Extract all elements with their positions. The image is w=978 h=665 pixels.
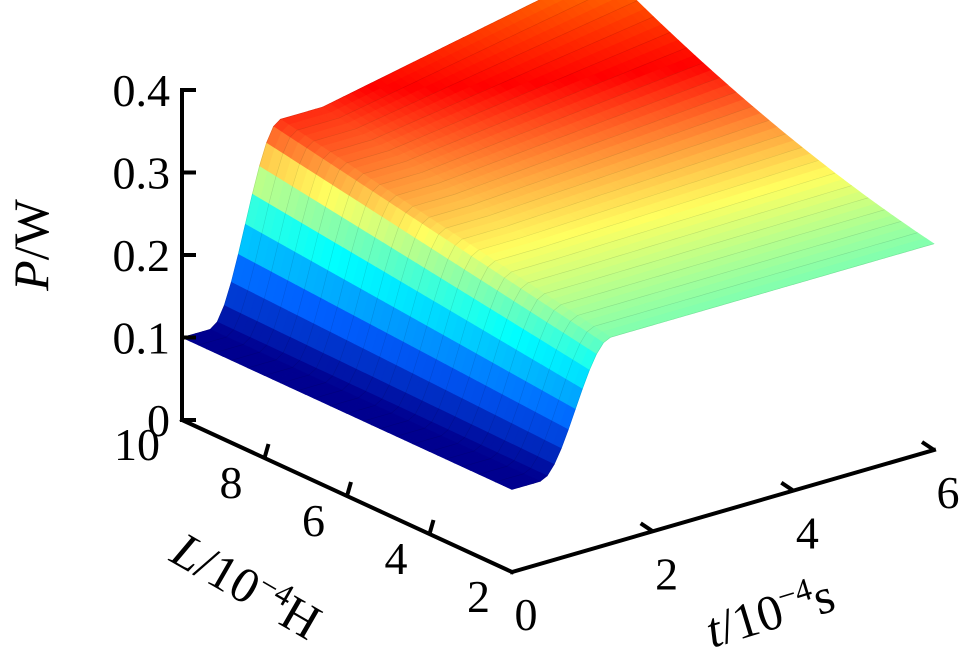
t-tick bbox=[639, 521, 654, 533]
surface-mesh-line bbox=[412, 172, 836, 445]
surface-mesh-line bbox=[462, 209, 885, 467]
surface-mesh-line bbox=[181, 0, 540, 338]
surface-mesh-line bbox=[313, 91, 737, 399]
surface-mesh bbox=[181, 0, 935, 490]
t-tick-label: 4 bbox=[796, 508, 819, 559]
x-axis-title: t/10−4s bbox=[698, 565, 841, 659]
surface-mesh-line bbox=[247, 32, 671, 369]
z-tick-label: 0.4 bbox=[113, 65, 171, 116]
z-tick-label: 0.1 bbox=[113, 313, 171, 364]
L-tick-label: 10 bbox=[114, 419, 160, 470]
t-tick bbox=[780, 481, 795, 493]
L-tick bbox=[427, 519, 436, 535]
surface-mesh-line bbox=[198, 0, 589, 346]
t-axis-line bbox=[509, 447, 937, 575]
surface-patch bbox=[502, 483, 520, 490]
L-tick-label: 6 bbox=[302, 495, 325, 546]
surface-mesh-line bbox=[429, 185, 852, 452]
L-tick-label: 8 bbox=[220, 457, 243, 508]
surface-mesh-line bbox=[214, 0, 638, 353]
surface-mesh-line bbox=[231, 16, 654, 361]
t-tick-label: 0 bbox=[515, 589, 538, 640]
surface-mesh-line bbox=[396, 160, 819, 437]
t-tick-label: 2 bbox=[655, 548, 678, 599]
L-tick bbox=[262, 443, 271, 459]
surface-mesh-line bbox=[445, 197, 869, 460]
axes bbox=[179, 88, 937, 575]
surface-mesh-line bbox=[495, 232, 918, 483]
surface-mesh-line bbox=[346, 120, 770, 414]
z-tick-label: 0.3 bbox=[113, 148, 171, 199]
L-tick bbox=[345, 481, 353, 497]
surface-mesh-line bbox=[379, 147, 803, 429]
t-tick-label: 6 bbox=[937, 467, 960, 518]
z-tick-label: 0 bbox=[147, 395, 170, 446]
surface-mesh-line bbox=[280, 62, 704, 384]
t-tick bbox=[920, 440, 936, 452]
L-tick-label: 2 bbox=[467, 571, 490, 622]
surface-mesh-line bbox=[363, 133, 786, 422]
z-tick-label: 0.2 bbox=[113, 230, 171, 281]
surface-mesh-line bbox=[297, 77, 720, 391]
z-axis-title: P/W bbox=[3, 198, 59, 291]
surface-mesh-line bbox=[511, 243, 935, 490]
surface-mesh-line bbox=[264, 47, 687, 376]
surface-mesh-line bbox=[330, 106, 753, 407]
L-tick-label: 4 bbox=[385, 533, 408, 584]
surface-mesh-line bbox=[478, 221, 902, 475]
